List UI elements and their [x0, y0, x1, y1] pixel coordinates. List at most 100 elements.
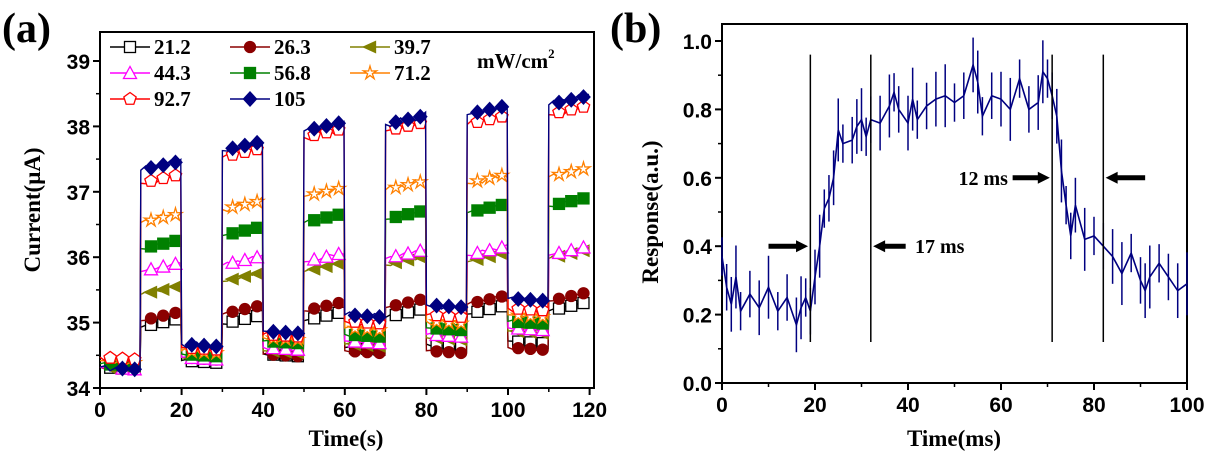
data-point — [535, 292, 551, 309]
data-point — [224, 272, 239, 286]
data-point — [155, 258, 171, 273]
x-tick-label: 0 — [716, 394, 728, 417]
legend-item: 71.2 — [350, 61, 431, 85]
data-point — [249, 249, 265, 264]
data-point — [266, 323, 281, 340]
data-point — [414, 205, 427, 218]
data-point — [144, 240, 158, 253]
panel-label-b: (b) — [610, 6, 661, 52]
y-tick-label: 0.6 — [683, 168, 712, 191]
x-tick-label: 40 — [252, 399, 275, 422]
legend-label: 105 — [274, 87, 306, 111]
data-point — [551, 94, 567, 111]
data-point — [331, 246, 347, 261]
data-point — [155, 157, 171, 174]
data-point — [454, 309, 469, 323]
response-series — [721, 37, 1188, 353]
legend-label: 39.7 — [394, 35, 431, 59]
y-axis-label-b: Response(a.u.) — [638, 140, 663, 283]
data-point — [142, 285, 158, 299]
data-point — [494, 98, 510, 115]
data-point — [564, 102, 579, 116]
x-tick-label: 120 — [572, 399, 607, 422]
data-point — [319, 117, 334, 134]
data-point — [320, 211, 333, 224]
data-point — [495, 198, 509, 212]
data-point — [470, 114, 485, 129]
legend-item: 44.3 — [110, 61, 191, 85]
data-point — [305, 184, 324, 202]
x-tick-label: 40 — [896, 394, 919, 417]
data-point — [482, 101, 498, 118]
data-point — [429, 308, 444, 322]
x-axis-label-a: Time(s) — [309, 426, 384, 451]
legend-label: 44.3 — [154, 61, 191, 85]
y-tick-label: 35 — [67, 313, 91, 336]
data-point — [482, 112, 497, 126]
arrow-fall-right-head — [1105, 171, 1118, 184]
data-point — [223, 197, 242, 215]
data-point — [168, 154, 183, 171]
y-tick-label: 1.0 — [683, 31, 712, 54]
data-point — [157, 237, 170, 250]
data-point — [401, 296, 415, 309]
data-point — [238, 302, 251, 316]
data-point — [184, 336, 200, 353]
data-point — [551, 245, 567, 260]
arrow-fall-left-head — [1037, 171, 1050, 184]
data-point — [318, 248, 335, 263]
data-point — [208, 338, 224, 355]
data-point — [414, 293, 427, 306]
data-point — [103, 350, 118, 364]
y-tick-label: 34 — [67, 378, 91, 401]
data-point — [318, 260, 333, 274]
legend-marker — [123, 91, 137, 105]
data-point — [453, 299, 469, 316]
data-point — [155, 282, 170, 296]
legend-marker — [361, 40, 377, 54]
arrow-rise-right-head — [873, 240, 886, 253]
data-point — [372, 309, 387, 325]
data-point — [577, 192, 590, 205]
data-point — [389, 299, 402, 312]
x-tick-label: 60 — [989, 394, 1012, 417]
x-tick-label: 0 — [94, 399, 106, 422]
data-point — [388, 248, 404, 263]
legend-label: 21.2 — [154, 35, 191, 59]
response-line — [721, 62, 1188, 328]
data-point — [563, 242, 579, 257]
legend-marker — [243, 40, 257, 54]
data-point — [169, 234, 182, 248]
y-tick-label: 0.2 — [683, 305, 712, 328]
data-point — [388, 114, 404, 131]
data-point — [278, 324, 294, 341]
data-point — [480, 168, 499, 186]
data-point — [167, 280, 182, 294]
data-point — [226, 227, 239, 240]
data-point — [142, 210, 160, 228]
data-point — [442, 346, 455, 359]
data-point — [552, 197, 566, 211]
y-tick-label: 38 — [67, 116, 91, 139]
legend-label: 56.8 — [274, 61, 311, 85]
data-point — [290, 325, 306, 342]
legend-marker — [361, 63, 379, 81]
data-point — [196, 337, 212, 354]
legend-marker — [122, 65, 138, 80]
annotation-fall-time: 12 ms — [959, 168, 1009, 190]
data-point — [308, 302, 321, 315]
data-point — [306, 251, 322, 266]
data-point — [238, 224, 251, 237]
data-point — [389, 210, 402, 224]
legend-label: 71.2 — [394, 61, 431, 85]
data-point — [524, 342, 537, 356]
data-point — [320, 299, 333, 312]
data-point — [552, 292, 566, 305]
data-point — [483, 293, 496, 306]
data-point — [127, 361, 143, 378]
data-point — [563, 91, 579, 108]
legend-marker — [123, 40, 137, 54]
data-point — [332, 296, 345, 310]
legend-item: 92.7 — [110, 87, 191, 111]
data-point — [471, 295, 484, 309]
